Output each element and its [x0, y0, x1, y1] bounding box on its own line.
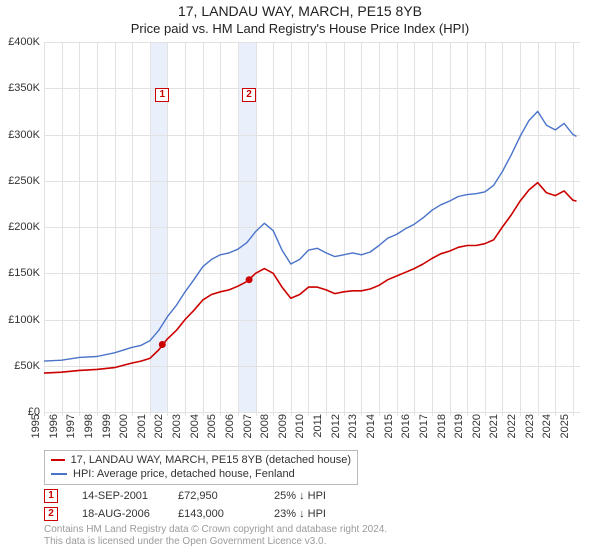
- x-axis-label: 2024: [541, 414, 553, 438]
- chart-legend: 17, LANDAU WAY, MARCH, PE15 8YB (detache…: [44, 450, 358, 485]
- chart-title-line2: Price paid vs. HM Land Registry's House …: [0, 21, 600, 37]
- series-line-property: [44, 183, 577, 374]
- transaction-marker: 1: [155, 88, 169, 102]
- chart-title-line1: 17, LANDAU WAY, MARCH, PE15 8YB: [0, 2, 600, 20]
- x-axis-label: 2016: [400, 414, 412, 438]
- legend-swatch-property: [51, 459, 65, 461]
- x-axis-label: 2025: [559, 414, 571, 438]
- x-axis-label: 2015: [383, 414, 395, 438]
- transaction-row: 2 18-AUG-2006 £143,000 23% ↓ HPI: [44, 506, 352, 522]
- x-axis-label: 2020: [471, 414, 483, 438]
- y-axis-label: £100K: [8, 314, 40, 326]
- transaction-date: 18-AUG-2006: [82, 506, 160, 522]
- license-line1: Contains HM Land Registry data © Crown c…: [44, 524, 586, 536]
- transaction-badge: 1: [44, 489, 58, 503]
- x-axis-label: 2009: [277, 414, 289, 438]
- x-axis-label: 1996: [48, 414, 60, 438]
- x-axis-label: 2001: [136, 414, 148, 438]
- x-axis-label: 2008: [259, 414, 271, 438]
- chart-container: { "title": { "line1": "17, LANDAU WAY, M…: [0, 0, 600, 560]
- x-axis-label: 2007: [242, 414, 254, 438]
- y-axis-label: £150K: [8, 267, 40, 279]
- transaction-row: 1 14-SEP-2001 £72,950 25% ↓ HPI: [44, 488, 352, 504]
- x-axis-label: 1998: [83, 414, 95, 438]
- x-axis-label: 1995: [30, 414, 42, 438]
- legend-label-hpi: HPI: Average price, detached house, Fenl…: [73, 467, 295, 481]
- y-axis-label: £400K: [8, 36, 40, 48]
- x-axis-label: 2019: [453, 414, 465, 438]
- x-axis-label: 2022: [506, 414, 518, 438]
- x-axis-label: 2005: [206, 414, 218, 438]
- x-axis-label: 1997: [65, 414, 77, 438]
- x-axis-label: 1999: [101, 414, 113, 438]
- x-axis-label: 2002: [153, 414, 165, 438]
- chart-svg: [44, 42, 580, 412]
- y-axis-label: £300K: [8, 129, 40, 141]
- x-axis-label: 2003: [171, 414, 183, 438]
- x-axis-label: 2021: [488, 414, 500, 438]
- x-axis-label: 2000: [118, 414, 130, 438]
- transaction-date: 14-SEP-2001: [82, 488, 160, 504]
- x-axis-label: 2023: [524, 414, 536, 438]
- legend-swatch-hpi: [51, 473, 67, 475]
- x-axis-label: 2004: [189, 414, 201, 438]
- transactions-block: 1 14-SEP-2001 £72,950 25% ↓ HPI 2 18-AUG…: [44, 488, 352, 524]
- transaction-vs-hpi: 23% ↓ HPI: [274, 506, 352, 522]
- transaction-point-icon: [159, 341, 166, 348]
- transaction-marker: 2: [242, 88, 256, 102]
- x-axis-label: 2017: [418, 414, 430, 438]
- x-axis-label: 2013: [347, 414, 359, 438]
- chart-titles: 17, LANDAU WAY, MARCH, PE15 8YB Price pa…: [0, 2, 600, 37]
- x-axis-label: 2006: [224, 414, 236, 438]
- license-line2: This data is licensed under the Open Gov…: [44, 536, 586, 548]
- transaction-price: £143,000: [178, 506, 256, 522]
- transaction-vs-hpi: 25% ↓ HPI: [274, 488, 352, 504]
- legend-row-property: 17, LANDAU WAY, MARCH, PE15 8YB (detache…: [51, 453, 351, 467]
- transaction-price: £72,950: [178, 488, 256, 504]
- x-axis-label-wrap: 2025: [559, 412, 587, 446]
- x-axis-label: 2011: [312, 414, 324, 438]
- x-axis-label: 2010: [294, 414, 306, 438]
- y-axis-label: £250K: [8, 175, 40, 187]
- x-axis-label: 2014: [365, 414, 377, 438]
- y-axis-label: £50K: [14, 360, 40, 372]
- y-axis-label: £200K: [8, 221, 40, 233]
- y-axis-label: £350K: [8, 82, 40, 94]
- chart-plot-area: £0£50K£100K£150K£200K£250K£300K£350K£400…: [44, 42, 580, 412]
- license-text: Contains HM Land Registry data © Crown c…: [44, 524, 586, 548]
- x-axis-label: 2018: [436, 414, 448, 438]
- x-axis-label: 2012: [330, 414, 342, 438]
- transaction-badge: 2: [44, 507, 58, 521]
- legend-label-property: 17, LANDAU WAY, MARCH, PE15 8YB (detache…: [71, 453, 351, 467]
- transaction-point-icon: [246, 276, 253, 283]
- legend-row-hpi: HPI: Average price, detached house, Fenl…: [51, 467, 351, 481]
